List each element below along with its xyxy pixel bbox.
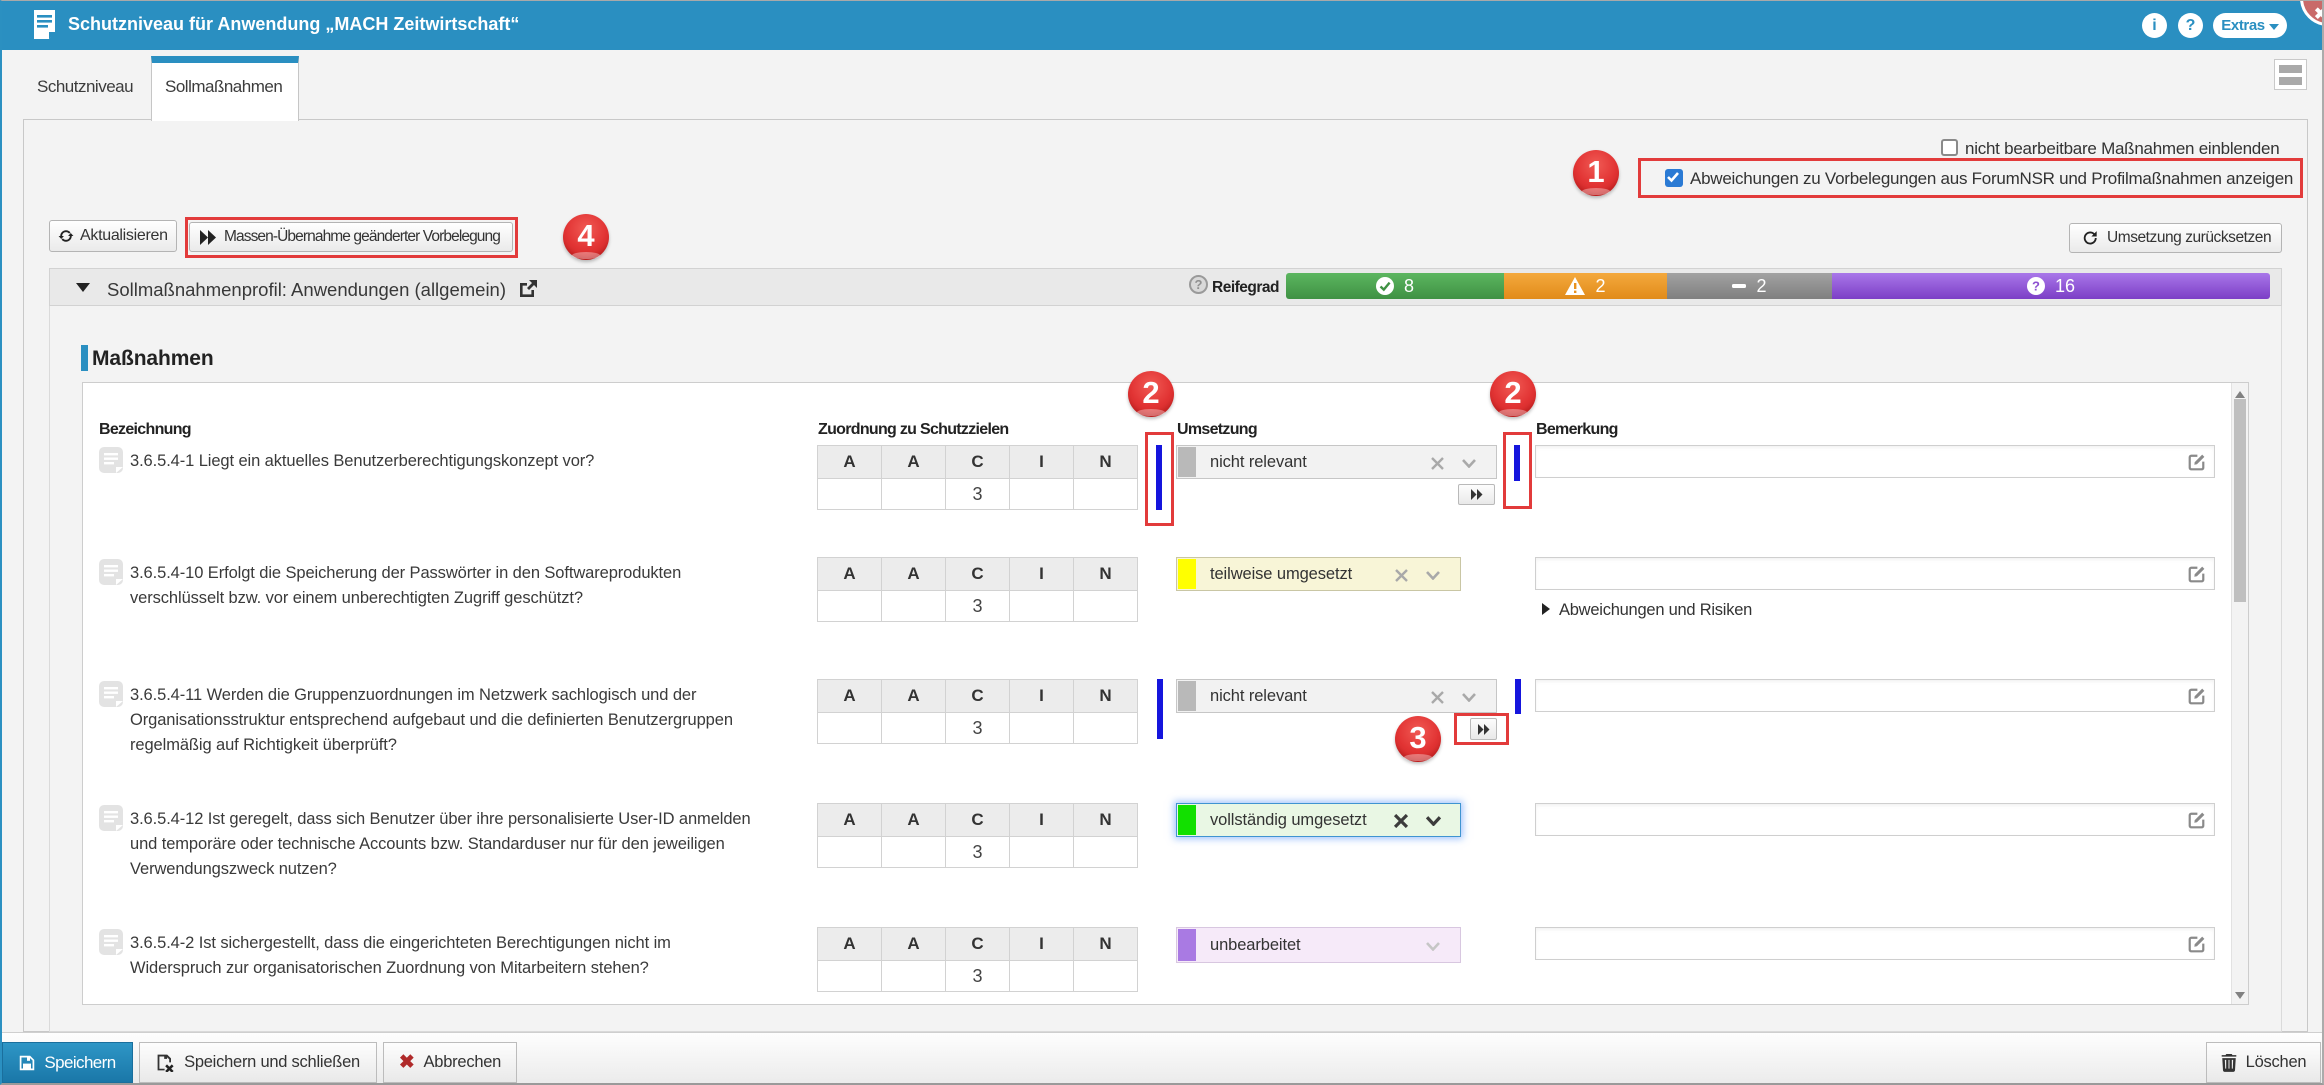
svg-text:?: ? xyxy=(2032,279,2040,294)
